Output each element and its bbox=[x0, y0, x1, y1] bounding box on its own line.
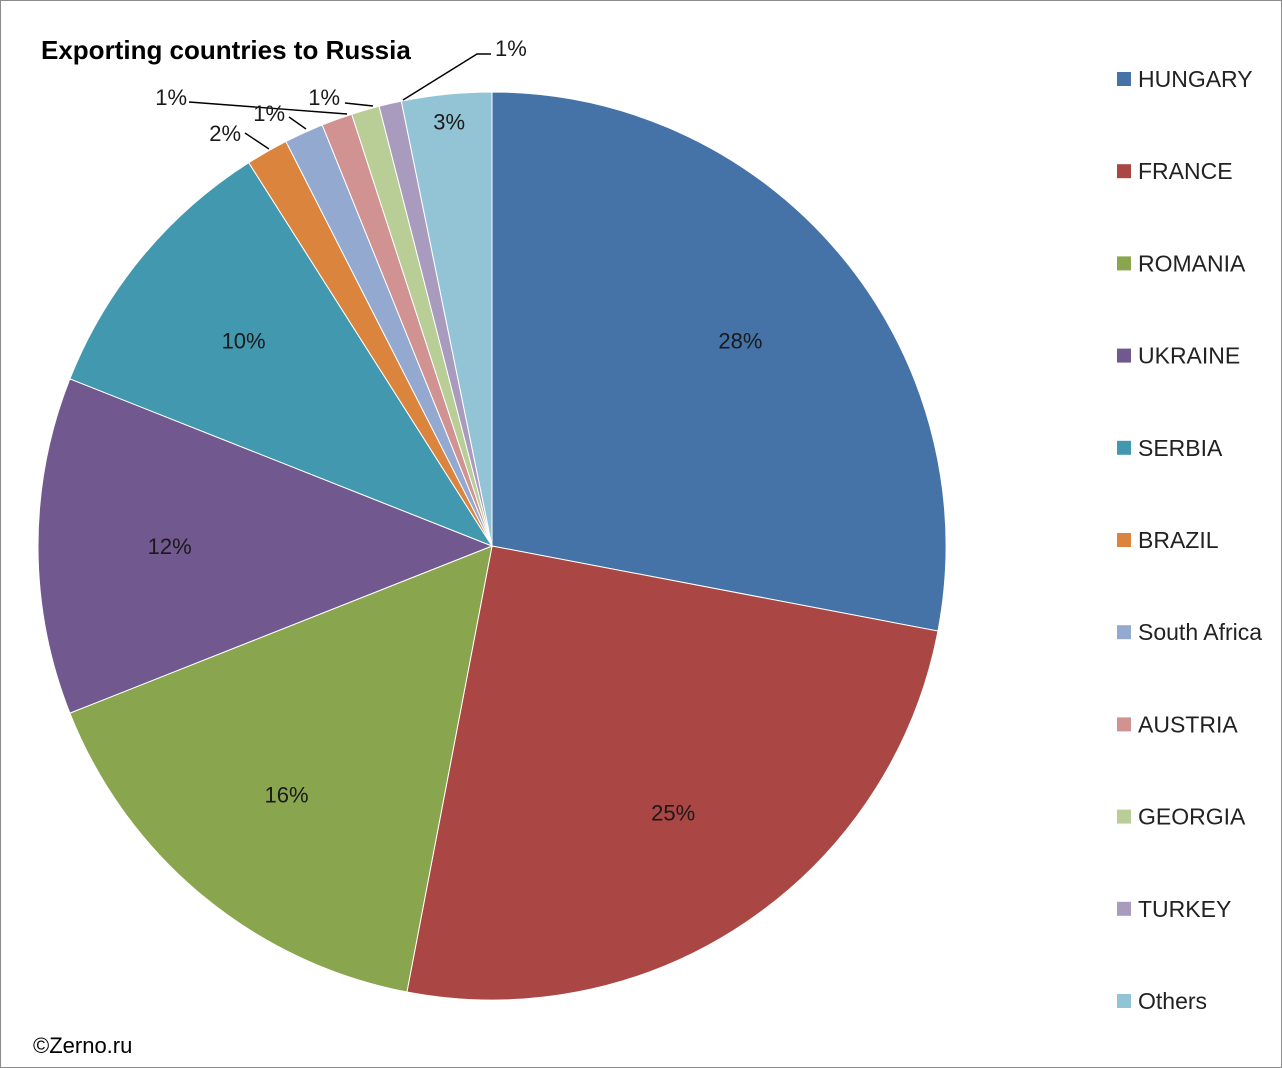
pie-slices bbox=[37, 91, 947, 1001]
data-label-hungary: 28% bbox=[718, 329, 762, 354]
legend-swatch-serbia bbox=[1117, 440, 1131, 455]
pie-slice-ukraine bbox=[37, 378, 494, 714]
data-label-ukraine: 12% bbox=[148, 534, 192, 559]
legend-swatch-brazil bbox=[1117, 533, 1131, 547]
legend-swatch-others bbox=[1117, 994, 1131, 1008]
pie-slice-france bbox=[406, 545, 939, 1001]
legend-swatch-turkey bbox=[1117, 901, 1131, 916]
data-label-austria: 1% bbox=[155, 85, 187, 110]
copyright-text: ©Zerno.ru bbox=[33, 1033, 132, 1058]
legend-swatch-france bbox=[1117, 164, 1131, 179]
legend-label-ukraine: UKRAINE bbox=[1138, 343, 1240, 369]
data-label-south-africa: 1% bbox=[253, 101, 285, 126]
legend-swatch-georgia bbox=[1117, 809, 1131, 824]
data-label-serbia: 10% bbox=[222, 329, 266, 354]
legend-label-others: Others bbox=[1138, 988, 1207, 1014]
legend-label-romania: ROMANIA bbox=[1138, 250, 1246, 276]
leader-line-turkey bbox=[402, 53, 491, 101]
data-label-romania: 16% bbox=[264, 782, 308, 807]
pie-slice-hungary bbox=[491, 91, 947, 632]
data-label-georgia: 1% bbox=[308, 85, 340, 110]
pie-slice-serbia bbox=[69, 161, 494, 548]
leader-line-austria bbox=[188, 101, 348, 115]
legend-label-turkey: TURKEY bbox=[1138, 896, 1231, 922]
legend: HUNGARY FRANCE ROMANIA UKRAINE SERBIA BRAZIL S… bbox=[1117, 66, 1262, 1014]
chart-title: Exporting countries to Russia bbox=[41, 35, 411, 65]
legend-swatch-romania bbox=[1117, 256, 1131, 271]
legend-label-brazil: BRAZIL bbox=[1138, 527, 1219, 553]
pie-slice-romania bbox=[69, 545, 493, 993]
pie-slice-others bbox=[400, 91, 493, 547]
legend-label-hungary: HUNGARY bbox=[1138, 66, 1253, 92]
data-label-turkey: 1% bbox=[495, 36, 527, 61]
legend-swatch-ukraine bbox=[1117, 348, 1131, 363]
data-label-brazil: 2% bbox=[209, 121, 241, 146]
data-label-others: 3% bbox=[433, 109, 465, 134]
data-label-france: 25% bbox=[651, 801, 695, 826]
leader-line-south-africa bbox=[288, 116, 307, 130]
legend-swatch-hungary bbox=[1117, 72, 1131, 86]
legend-label-austria: AUSTRIA bbox=[1138, 711, 1238, 737]
legend-swatch-austria bbox=[1117, 717, 1131, 732]
legend-label-france: FRANCE bbox=[1138, 158, 1233, 184]
legend-label-south-africa: South Africa bbox=[1138, 619, 1262, 645]
leader-line-georgia bbox=[344, 102, 374, 107]
legend-label-serbia: SERBIA bbox=[1138, 435, 1223, 461]
legend-swatch-south-africa bbox=[1117, 625, 1131, 640]
leader-line-brazil bbox=[244, 132, 270, 150]
leader-lines bbox=[188, 53, 491, 150]
data-labels: 28% 25% 16% 12% 10% 2% 1% 1% 1% 1% 3% bbox=[148, 36, 763, 826]
legend-label-georgia: GEORGIA bbox=[1138, 804, 1246, 830]
